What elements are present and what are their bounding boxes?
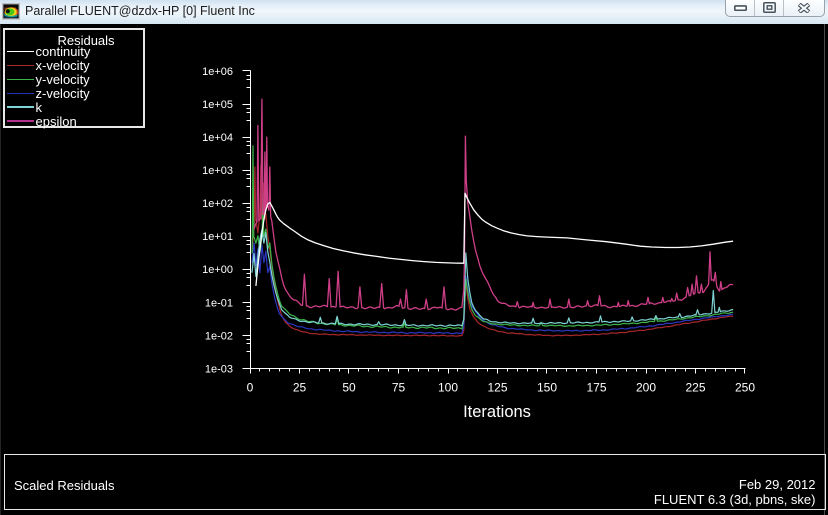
svg-text:0: 0 [247,381,254,395]
svg-text:100: 100 [438,381,458,395]
svg-text:50: 50 [342,381,356,395]
svg-text:1e-01: 1e-01 [205,297,233,309]
svg-text:150: 150 [537,381,557,395]
svg-text:25: 25 [293,381,307,395]
svg-text:250: 250 [735,381,755,395]
svg-text:1e+05: 1e+05 [202,99,233,111]
svg-text:1e+01: 1e+01 [202,231,233,243]
svg-text:1e-03: 1e-03 [205,363,233,375]
svg-text:225: 225 [685,381,705,395]
svg-text:175: 175 [586,381,606,395]
svg-text:1e+03: 1e+03 [202,165,233,177]
svg-text:125: 125 [487,381,507,395]
svg-text:200: 200 [636,381,656,395]
svg-text:1e+00: 1e+00 [202,264,233,276]
svg-text:1e+06: 1e+06 [202,66,233,78]
svg-text:Iterations: Iterations [463,403,531,421]
svg-text:75: 75 [392,381,406,395]
svg-text:1e-02: 1e-02 [205,330,233,342]
svg-text:1e+02: 1e+02 [202,198,233,210]
svg-text:1e+04: 1e+04 [202,132,233,144]
